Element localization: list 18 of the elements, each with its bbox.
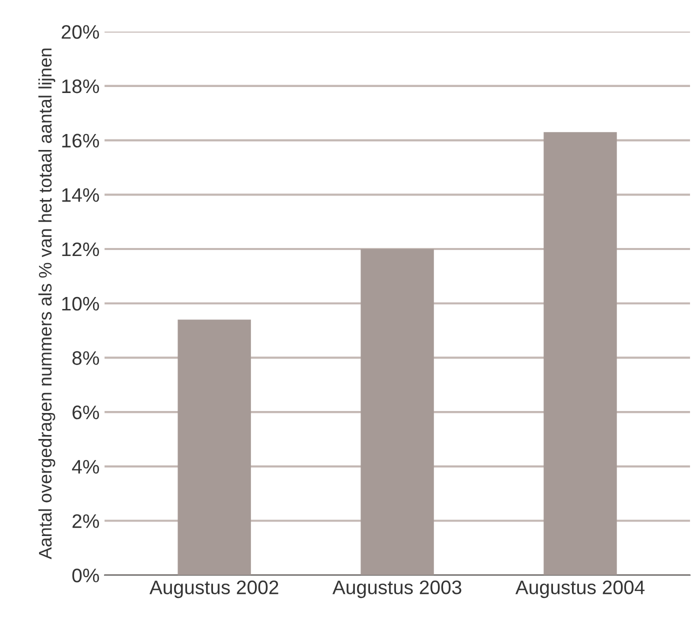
y-tick-label: 18% [62,79,99,94]
bar [178,320,251,576]
bar [544,132,617,576]
y-tick-label: 12% [62,242,99,256]
y-tick-label: 20% [62,25,99,39]
y-tick-label: 4% [72,460,99,474]
y-tick-label: 8% [72,351,99,365]
y-tick-label: 14% [62,188,99,202]
x-tick-label: Augustus 2004 [515,580,645,598]
y-tick-label: 2% [72,514,99,528]
y-tick-label: 16% [62,134,99,148]
y-axis-title: Aantal overgedragen nummers als % van het totaal aantal lijnen [38,48,56,560]
x-tick-label: Augustus 2003 [332,580,462,598]
y-tick-label: 10% [62,296,99,311]
x-tick-label: Augustus 2002 [150,580,278,598]
y-tick-label: 0% [72,568,99,582]
y-tick-label: 6% [72,406,99,420]
bar [360,249,434,576]
